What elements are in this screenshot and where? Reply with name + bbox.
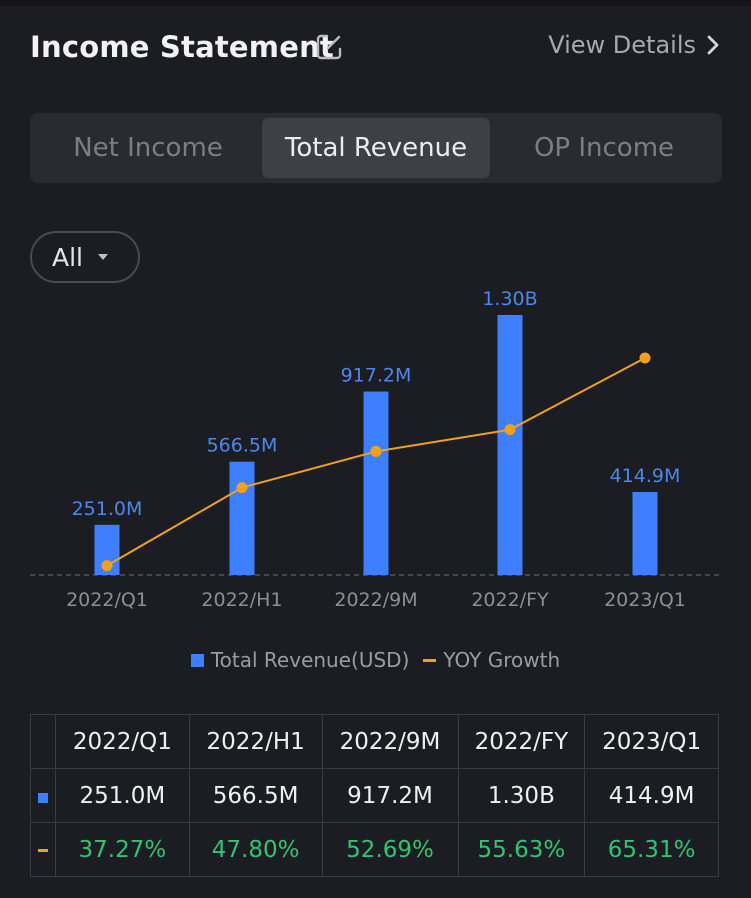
chevron-right-icon [707,35,719,55]
table-row-revenue: 251.0M 566.5M 917.2M 1.30B 414.9M [30,768,719,823]
table-header-row: 2022/Q1 2022/H1 2022/9M 2022/FY 2023/Q1 [30,714,719,769]
x-tick-label: 2023/Q1 [604,589,686,611]
legend-item-revenue: Total Revenue(USD) [190,648,410,672]
table-cell: 65.31% [584,822,719,877]
metric-tabs: Net Income Total Revenue OP Income [30,113,722,183]
revenue-bar [229,461,255,575]
x-tick-label: 2022/Q1 [66,589,148,611]
table-header-cell: 2022/FY [457,714,586,769]
table-cell: 566.5M [188,768,323,823]
table-header-cell: 2022/Q1 [55,714,190,769]
bar-value-label: 414.9M [610,465,681,487]
growth-dash-icon [38,848,48,852]
legend-revenue-label: Total Revenue(USD) [210,648,410,672]
x-tick-label: 2022/FY [471,589,549,611]
yoy-growth-point [370,445,382,457]
table-cell: 47.80% [188,822,323,877]
table-header-cell: 2023/Q1 [584,714,719,769]
table-cell: 55.63% [457,822,586,877]
revenue-bar [363,391,389,575]
revenue-chart: 251.0M 2022/Q1 566.5M 2022/H1 917.2M 2022/9M 1… [30,288,722,611]
table-corner-cell [30,714,56,769]
table-cell: 414.9M [584,768,719,823]
revenue-bar [632,492,658,575]
legend-line-swatch [423,658,437,662]
bar-value-label: 251.0M [72,498,143,520]
legend-bar-swatch [190,653,204,667]
table-cell: 917.2M [321,768,459,823]
revenue-bar [497,315,523,575]
tab-total-revenue[interactable]: Total Revenue [262,118,490,178]
bar-value-label: 566.5M [207,435,278,457]
table-cell: 251.0M [55,768,190,823]
yoy-growth-point [101,560,113,572]
tab-op-income[interactable]: OP Income [533,133,675,163]
page-title: Income Statement [30,30,334,64]
view-details-link[interactable]: View Details [548,28,720,62]
table-header-cell: 2022/9M [321,714,459,769]
table-row-growth: 37.27% 47.80% 52.69% 55.63% 65.31% [30,822,719,877]
yoy-growth-point [504,424,516,436]
top-divider [0,0,751,6]
x-tick-label: 2022/H1 [201,589,282,611]
table-header-cell: 2022/H1 [188,714,323,769]
edit-icon[interactable] [314,32,344,62]
yoy-growth-point [639,352,651,364]
data-table: 2022/Q1 2022/H1 2022/9M 2022/FY 2023/Q1 … [30,714,719,877]
table-cell: 37.27% [55,822,190,877]
chart-legend: Total Revenue(USD) YOY Growth [0,648,751,672]
x-tick-label: 2022/9M [334,589,417,611]
revenue-square-icon [38,792,48,803]
view-details-label: View Details [548,31,696,59]
legend-item-growth: YOY Growth [423,648,560,672]
tab-net-income[interactable]: Net Income [73,133,223,163]
caret-down-icon [98,254,108,260]
yoy-growth-point [236,482,248,494]
table-cell: 1.30B [457,768,586,823]
revenue-row-marker [30,768,56,823]
table-cell: 52.69% [321,822,459,877]
growth-row-marker [30,822,56,877]
bar-value-label: 917.2M [341,365,412,387]
period-filter-label: All [52,242,83,272]
period-filter-dropdown[interactable]: All [30,231,140,283]
header: Income Statement View Details [30,28,720,68]
legend-growth-label: YOY Growth [443,648,561,672]
bar-value-label: 1.30B [482,288,537,310]
